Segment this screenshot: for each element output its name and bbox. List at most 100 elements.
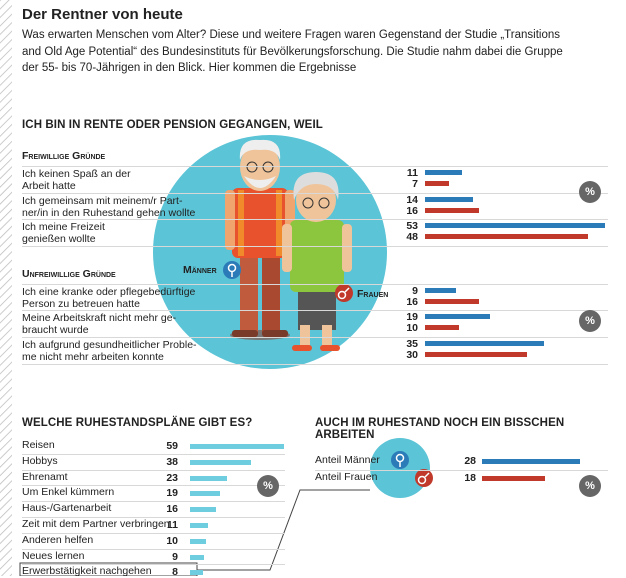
man [225,139,295,340]
bar [425,170,463,175]
group-label: Freiwillige Gründe [22,150,106,162]
hatch-strip [0,0,12,576]
value-label: 38 [166,455,178,468]
category-label: Um Enkel kümmern [22,486,115,499]
value-label: 16 [406,296,418,308]
female-symbol [335,284,353,302]
male-symbol [223,261,241,279]
bar [190,554,205,560]
bar [190,538,206,544]
category-label: Haus-/Gartenarbeit [22,502,112,515]
bar [425,299,480,304]
value-label: 28 [464,455,476,467]
unit-badge: % [579,181,601,203]
separator [22,453,285,455]
value-label: 9 [172,550,178,563]
value-label: 9 [412,285,418,297]
bar [425,314,490,319]
separator [22,532,285,534]
category-label: Ich keinen Spaß an der Arbeit hatte [22,168,131,192]
separator [22,219,608,220]
value-label: 7 [412,178,418,190]
separator [22,485,285,487]
bar [425,181,449,186]
category-label: Meine Arbeitskraft nicht mehr ge- brauch… [22,312,177,336]
separator [22,517,285,518]
value-label: 11 [406,167,418,179]
value-label: 23 [166,471,178,484]
separator [22,193,608,194]
legend-label: Frauen [357,288,389,300]
category-label: Anteil Männer [315,454,380,466]
separator [22,501,285,503]
group-label: Unfreiwillige Gründe [22,268,116,280]
woman [282,172,352,351]
category-label: Anteil Frauen [315,471,378,483]
bar [190,570,203,576]
female-symbol [415,469,433,487]
category-label: Reisen [22,439,55,451]
bar [425,223,606,228]
intro: Was erwarten Menschen vom Alter? Diese u… [22,29,563,74]
value-label: 48 [406,231,418,243]
unit-badge: % [579,475,601,497]
separator [22,548,285,550]
chart-title: ICH BIN IN RENTE ODER PENSION GEGANGEN, … [22,119,323,131]
category-label: Zeit mit dem Partner verbringen [22,518,170,530]
category-label: Hobbys [22,454,58,467]
separator [22,364,608,365]
bar [425,197,473,202]
separator [22,469,285,471]
category-label: Neues lernen [22,549,85,562]
bar [190,444,285,449]
bar [190,507,216,513]
bar [425,234,589,239]
separator [315,470,608,471]
category-label: Erwerbstätigkeit nachgehen [22,565,152,578]
chart-title: WELCHE RUHESTANDSPLÄNE GIBT ES? [22,417,253,429]
value-label: 8 [172,566,178,578]
value-label: 18 [464,472,476,484]
bar [425,325,459,330]
chart-title: AUCH IM RUHESTAND NOCH EIN BISSCHEN ARBE… [315,417,565,441]
separator [22,337,608,338]
value-label: 19 [406,311,418,323]
value-label: 16 [406,205,418,217]
value-label: 10 [166,534,178,547]
value-label: 10 [406,322,418,334]
title: Der Rentner von heute [22,6,183,23]
legend-label: Männer [183,264,217,276]
bar [190,523,208,528]
bar [190,459,251,465]
value-label: 59 [166,440,178,452]
separator [22,310,608,311]
bar [482,459,580,464]
unit-badge: % [579,310,601,332]
bar [425,352,527,357]
category-label: Ich eine kranke oder pflegebedürftige Pe… [22,286,196,310]
separator [22,564,285,566]
value-label: 53 [406,220,418,232]
separator [22,246,608,247]
connector [197,489,370,571]
separator [22,284,608,285]
value-label: 30 [406,349,418,361]
male-symbol [391,451,409,469]
bar [190,491,221,497]
value-label: 16 [166,503,178,516]
category-label: Anderen helfen [22,533,94,546]
bar [425,341,544,346]
bar [425,208,480,213]
separator [22,166,608,167]
bar [190,475,227,481]
category-label: Ich meine Freizeit genießen wollte [22,221,105,245]
value-label: 35 [406,338,418,350]
value-label: 14 [406,194,418,206]
bar [425,288,456,293]
value-label: 19 [166,487,178,500]
category-label: Ich aufgrund gesundheitlicher Proble- me… [22,339,197,363]
unit-badge: % [257,475,279,497]
value-label: 11 [166,519,178,531]
category-label: Ich gemeinsam mit meinem/r Part- ner/in … [22,195,196,219]
